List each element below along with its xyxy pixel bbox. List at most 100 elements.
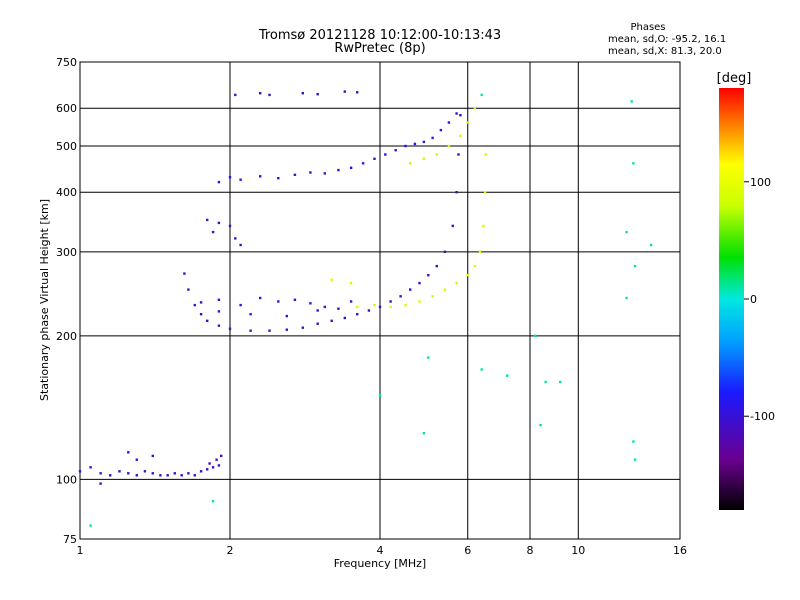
- data-point: [323, 305, 326, 309]
- data-point: [99, 482, 102, 485]
- data-point: [239, 303, 242, 307]
- x-axis-label: Frequency [MHz]: [334, 557, 426, 570]
- y-axis-ticks: 75 100 200 300 400 500 600 750: [56, 56, 77, 546]
- phases-heading: Phases: [630, 22, 665, 33]
- y-tick-label: 500: [56, 140, 77, 153]
- data-point: [249, 329, 252, 332]
- data-point: [399, 295, 402, 298]
- data-point: [466, 121, 469, 124]
- colorbar-label: [deg]: [717, 71, 752, 86]
- data-point: [455, 191, 458, 194]
- data-point: [193, 303, 196, 307]
- data-point: [484, 153, 487, 156]
- data-point: [409, 288, 412, 291]
- data-point: [259, 175, 262, 178]
- x-tick-label: 4: [377, 544, 384, 557]
- data-point: [199, 470, 203, 473]
- data-point: [118, 470, 121, 473]
- data-point: [480, 93, 483, 97]
- data-point: [483, 191, 487, 194]
- data-point: [649, 243, 653, 247]
- data-point: [473, 107, 476, 110]
- data-point: [349, 300, 353, 303]
- data-point: [217, 324, 221, 327]
- data-point: [199, 301, 203, 304]
- data-point: [455, 281, 458, 285]
- y-tick-label: 75: [63, 533, 77, 546]
- data-point: [151, 472, 154, 475]
- data-point: [206, 468, 209, 471]
- data-point: [384, 153, 387, 156]
- data-point: [239, 178, 242, 181]
- x-tick-label: 6: [464, 544, 471, 557]
- data-point: [343, 316, 346, 320]
- data-point: [180, 474, 183, 477]
- data-point: [217, 298, 221, 301]
- data-point: [443, 288, 447, 291]
- y-tick-label: 100: [56, 473, 77, 486]
- y-axis-label: Stationary phase Virtual Height [km]: [38, 199, 51, 401]
- data-point: [389, 305, 392, 309]
- data-point: [316, 93, 319, 96]
- data-point: [422, 140, 426, 144]
- data-point: [330, 319, 333, 322]
- data-point: [316, 322, 319, 325]
- x-tick-label: 1: [77, 544, 84, 557]
- data-point: [466, 274, 469, 277]
- data-point: [309, 302, 312, 305]
- data-point: [309, 171, 312, 174]
- data-point: [135, 458, 138, 461]
- data-point: [559, 380, 562, 384]
- data-point: [173, 472, 176, 475]
- data-point: [455, 112, 458, 115]
- x-tick-label: 2: [227, 544, 234, 557]
- data-point: [330, 278, 333, 282]
- data-point: [389, 300, 392, 303]
- data-point: [534, 334, 537, 337]
- data-point: [217, 464, 221, 467]
- data-point: [159, 474, 162, 477]
- data-point: [316, 309, 319, 312]
- data-point: [633, 264, 637, 268]
- data-point: [249, 313, 252, 316]
- colorbar-tick-label: 100: [750, 176, 771, 189]
- data-point: [630, 100, 633, 103]
- x-tick-label: 16: [673, 544, 687, 557]
- data-point: [220, 454, 223, 458]
- data-point: [394, 149, 397, 152]
- data-point: [373, 303, 376, 307]
- data-point: [215, 458, 218, 461]
- data-point: [443, 250, 447, 253]
- data-point: [422, 432, 426, 435]
- data-point: [633, 458, 637, 461]
- data-point: [228, 327, 232, 330]
- data-point: [301, 92, 304, 95]
- data-point: [457, 153, 460, 156]
- colorbar-tick-label: -100: [750, 410, 775, 423]
- data-point: [211, 466, 215, 469]
- data-point: [193, 474, 196, 477]
- data-point: [404, 144, 407, 148]
- data-point: [422, 157, 426, 160]
- data-point: [409, 162, 412, 165]
- data-point: [427, 356, 430, 359]
- data-point: [187, 472, 190, 475]
- y-tick-label: 300: [56, 246, 77, 259]
- data-point: [418, 281, 421, 285]
- data-point: [285, 328, 288, 331]
- data-point: [228, 224, 232, 228]
- data-point: [239, 243, 242, 247]
- data-point: [135, 474, 138, 477]
- data-point: [373, 157, 376, 160]
- data-point: [228, 176, 232, 179]
- data-point: [183, 272, 186, 275]
- y-tick-label: 200: [56, 330, 77, 343]
- data-point: [539, 423, 542, 427]
- data-point: [480, 368, 483, 371]
- phases-x-stats: mean, sd,X: 81.3, 20.0: [608, 46, 722, 57]
- data-point: [473, 264, 476, 268]
- data-point: [211, 230, 215, 234]
- data-points: [78, 90, 653, 527]
- data-point: [234, 93, 237, 97]
